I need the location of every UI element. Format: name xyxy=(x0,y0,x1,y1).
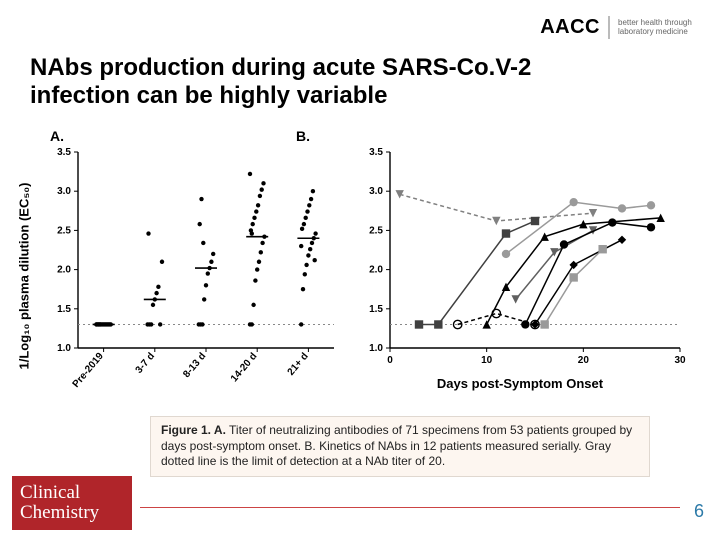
page-number: 6 xyxy=(694,501,704,522)
panel-a-label: A. xyxy=(50,128,650,144)
chart-a-svg: 1.0 1.5 2.0 2.5 3.0 3.5 Pre-2019 3-7 d 8-13 d 14-… xyxy=(30,146,340,396)
svg-text:3.0: 3.0 xyxy=(57,186,71,197)
svg-text:14-20 d: 14-20 d xyxy=(229,351,260,384)
svg-text:2.0: 2.0 xyxy=(369,265,383,276)
svg-text:3-7 d: 3-7 d xyxy=(134,351,157,376)
svg-text:2.5: 2.5 xyxy=(369,225,383,236)
footer-logo-line2: Chemistry xyxy=(20,503,132,523)
panel-b-label: B. xyxy=(296,128,310,144)
svg-text:3.0: 3.0 xyxy=(369,186,383,197)
svg-text:0: 0 xyxy=(387,355,393,366)
header-logo: AACC better health through laboratory me… xyxy=(540,16,692,39)
caption-lead: Figure 1. A. xyxy=(161,423,226,437)
svg-text:2.5: 2.5 xyxy=(57,225,71,236)
svg-text:21+ d: 21+ d xyxy=(286,351,311,378)
svg-text:1.5: 1.5 xyxy=(369,304,383,315)
svg-text:3.5: 3.5 xyxy=(57,147,71,158)
svg-text:30: 30 xyxy=(674,355,686,366)
caption-text: Titer of neutralizing antibodies of 71 s… xyxy=(161,423,632,468)
footer-logo: Clinical Chemistry xyxy=(12,476,132,530)
footer-logo-line1: Clinical xyxy=(20,483,132,503)
svg-text:20: 20 xyxy=(578,355,590,366)
svg-text:Pre-2019: Pre-2019 xyxy=(71,351,107,390)
svg-text:8-13 d: 8-13 d xyxy=(181,351,208,380)
figure-caption: Figure 1. A. Titer of neutralizing antib… xyxy=(150,416,650,477)
chart-b-svg: 1.0 1.5 2.0 2.5 3.0 3.5 0 10 20 30 xyxy=(350,146,690,374)
charts-container: 1/Log₁₀ plasma dilution (EC₅₀) 1.01.52.0… xyxy=(30,146,690,406)
svg-text:10: 10 xyxy=(481,355,493,366)
logo-text: AACC xyxy=(540,16,610,39)
x-axis-label-b: Days post-Symptom Onset xyxy=(350,376,690,391)
svg-text:1.5: 1.5 xyxy=(57,304,71,315)
chart-a: 1/Log₁₀ plasma dilution (EC₅₀) 1.01.52.0… xyxy=(30,146,350,406)
chart-b: 1.0 1.5 2.0 2.5 3.0 3.5 0 10 20 30 Days post-Symp… xyxy=(350,146,690,406)
svg-text:2.0: 2.0 xyxy=(57,265,71,276)
svg-text:1.0: 1.0 xyxy=(57,343,71,354)
svg-text:3.5: 3.5 xyxy=(369,147,383,158)
logo-subtitle: better health through laboratory medicin… xyxy=(618,19,692,37)
slide-title: NAbs production during acute SARS-Co.V-2… xyxy=(30,54,630,111)
footer-divider xyxy=(140,507,680,508)
svg-text:1.0: 1.0 xyxy=(369,343,383,354)
y-axis-label: 1/Log₁₀ plasma dilution (EC₅₀) xyxy=(17,182,32,369)
